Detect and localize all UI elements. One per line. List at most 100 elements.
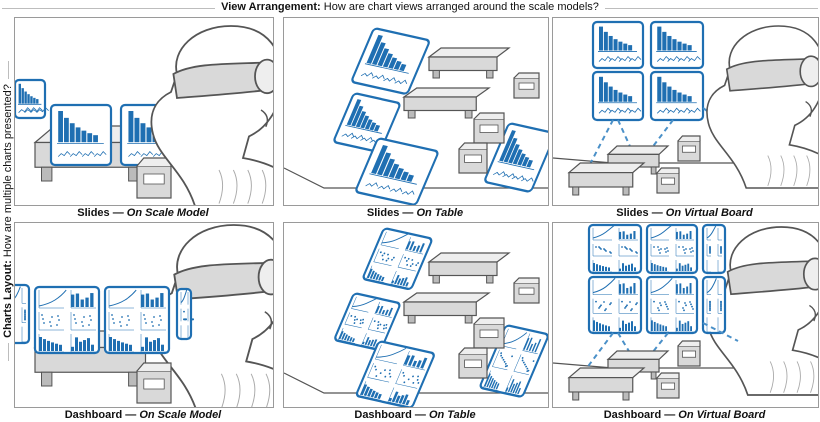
scatter-point <box>82 325 84 327</box>
bar-mark <box>125 343 128 351</box>
bar-mark <box>505 387 509 392</box>
bar-mark <box>363 386 370 396</box>
bar-mark <box>626 287 629 294</box>
scatter-point <box>690 251 692 253</box>
bar-mark <box>387 307 394 316</box>
bar-mark <box>602 324 604 331</box>
illustration-slides-on-virtual-board <box>553 20 818 196</box>
bar-mark <box>75 293 80 307</box>
dashboard-card <box>701 275 727 335</box>
axis-line <box>706 228 711 241</box>
bar-mark <box>378 275 383 281</box>
scatter-point <box>120 325 122 327</box>
model-leg <box>622 391 630 401</box>
scale-model <box>567 367 646 401</box>
bar-mark <box>623 94 628 102</box>
card-frame <box>479 324 548 398</box>
bar-mark <box>653 321 656 331</box>
bar-mark <box>409 241 415 251</box>
scatter-point <box>605 308 607 310</box>
scatter-point <box>417 382 420 384</box>
scale-model <box>136 157 172 199</box>
scatter-point <box>51 316 53 318</box>
bar-mark <box>503 137 518 163</box>
axis-line <box>21 307 26 323</box>
scatter-point <box>657 246 659 248</box>
shirt-fold <box>793 155 798 186</box>
bar-mark <box>662 266 665 271</box>
scatter-point <box>83 316 85 318</box>
scale-model <box>402 292 491 324</box>
bar-mark <box>483 373 491 387</box>
scatter-point <box>709 251 711 253</box>
bar-mark <box>80 299 84 307</box>
model-detail <box>518 82 535 90</box>
bar-mark <box>689 283 692 294</box>
line-mark <box>650 277 673 294</box>
scatter-point <box>629 248 631 250</box>
illustration-dashboard-on-table <box>284 227 548 407</box>
axis-line <box>592 260 612 273</box>
mini-chart <box>688 107 701 114</box>
axis-line <box>522 333 538 355</box>
bar-mark <box>490 380 496 389</box>
headset-strap <box>802 257 818 291</box>
bar-mark <box>690 326 692 331</box>
bar-mark <box>121 342 124 351</box>
scatter-point <box>74 318 76 320</box>
scatter-point <box>709 305 711 308</box>
scatter-point <box>630 309 632 312</box>
scatter-point <box>417 262 420 264</box>
axis-line <box>675 317 694 333</box>
mini-chart <box>598 107 612 114</box>
shirt-fold <box>250 373 256 407</box>
axis-line <box>717 260 722 273</box>
mini-chart <box>677 55 691 62</box>
bar-mark <box>416 360 422 368</box>
caption-dashboard-on-scale-model: Dashboard — On Scale Model <box>14 408 272 422</box>
mini-chart <box>521 177 534 182</box>
scatter-point <box>609 303 611 306</box>
bar-mark <box>657 76 662 102</box>
bar-mark <box>33 97 36 104</box>
scatter-point <box>685 248 687 250</box>
scale-model <box>458 347 488 379</box>
mini-chart <box>341 132 355 138</box>
scatter-point <box>511 355 514 358</box>
caption-placement: On Virtual Board <box>665 207 753 219</box>
bar-mark <box>618 41 623 51</box>
model-top <box>656 372 680 379</box>
scatter-point <box>119 321 121 323</box>
bar-mark <box>361 341 365 345</box>
scatter-point <box>720 251 722 253</box>
scatter-point <box>720 248 722 250</box>
bar-mark <box>161 344 164 351</box>
bar-mark <box>90 293 94 307</box>
caption-layout: Dashboard <box>603 409 662 421</box>
bar-mark <box>667 86 672 102</box>
axis-line <box>345 124 382 134</box>
bar-mark <box>150 299 154 307</box>
scatter-point <box>709 246 711 248</box>
axis-line <box>618 317 638 333</box>
bar-mark <box>58 111 63 143</box>
model-top <box>136 362 172 372</box>
bar-mark <box>349 337 353 342</box>
axis-line <box>492 349 508 371</box>
bar-mark <box>141 294 145 307</box>
bar-mark <box>681 265 684 271</box>
bar-mark <box>419 243 425 253</box>
dashboard-card <box>355 340 435 407</box>
scatter-point <box>526 367 529 370</box>
mini-chart <box>140 150 154 157</box>
bar-mark <box>64 117 69 143</box>
scatter-point <box>500 354 503 357</box>
model-top <box>606 350 670 360</box>
dashboard-card <box>645 275 699 335</box>
scatter-point <box>359 322 362 325</box>
slide-chart-card <box>591 20 645 70</box>
connector-line <box>702 322 739 342</box>
panel-slides-on-scale-model <box>14 17 274 206</box>
axis-line <box>483 370 499 392</box>
scatter-point <box>678 300 680 303</box>
